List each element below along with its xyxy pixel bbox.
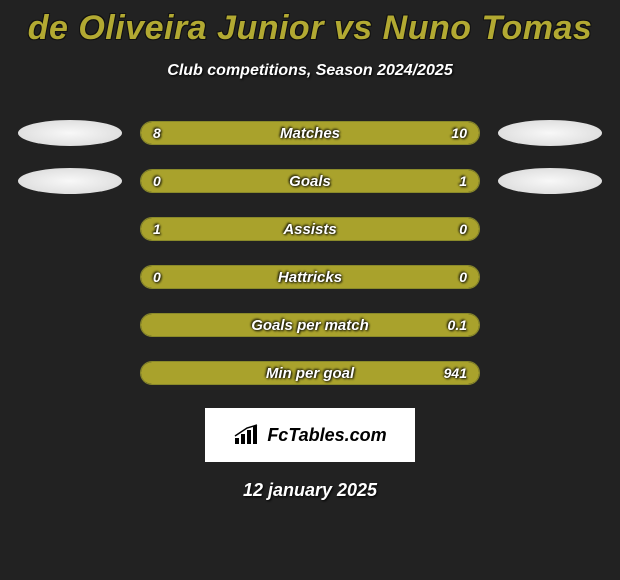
metric-label: Goals per match bbox=[179, 317, 441, 334]
metric-label: Assists bbox=[179, 221, 441, 238]
player-left-avatar-slot bbox=[10, 360, 130, 386]
left-value: 1 bbox=[153, 221, 179, 237]
left-value: 0 bbox=[153, 269, 179, 285]
bar-content: 1Assists0 bbox=[141, 218, 479, 240]
right-value: 941 bbox=[441, 365, 467, 381]
right-value: 0.1 bbox=[441, 317, 467, 333]
metric-label: Matches bbox=[179, 125, 441, 142]
player-right-avatar-slot bbox=[490, 120, 610, 146]
metric-row: 8Matches10 bbox=[0, 120, 620, 146]
metric-bar: 1Assists0 bbox=[140, 217, 480, 241]
player-right-avatar-slot bbox=[490, 360, 610, 386]
player-right-avatar-slot bbox=[490, 168, 610, 194]
date-label: 12 january 2025 bbox=[243, 480, 377, 501]
player-left-avatar-slot bbox=[10, 216, 130, 242]
metric-row: Min per goal941 bbox=[0, 360, 620, 386]
left-value: 0 bbox=[153, 173, 179, 189]
player-left-avatar-slot bbox=[10, 264, 130, 290]
page-title: de Oliveira Junior vs Nuno Tomas bbox=[28, 9, 593, 48]
player-right-avatar-slot bbox=[490, 216, 610, 242]
player-right-avatar bbox=[498, 120, 602, 146]
left-value: 8 bbox=[153, 125, 179, 141]
metric-bar: 0Hattricks0 bbox=[140, 265, 480, 289]
right-value: 0 bbox=[441, 221, 467, 237]
player-right-avatar bbox=[498, 168, 602, 194]
metrics-list: 8Matches100Goals11Assists00Hattricks0Goa… bbox=[0, 120, 620, 386]
metric-row: 1Assists0 bbox=[0, 216, 620, 242]
player-left-avatar-slot bbox=[10, 168, 130, 194]
player-left-avatar-slot bbox=[10, 120, 130, 146]
metric-bar: 8Matches10 bbox=[140, 121, 480, 145]
bar-content: 0Goals1 bbox=[141, 170, 479, 192]
metric-row: 0Hattricks0 bbox=[0, 264, 620, 290]
brand-name: FcTables.com bbox=[267, 425, 386, 446]
metric-label: Goals bbox=[179, 173, 441, 190]
right-value: 1 bbox=[441, 173, 467, 189]
metric-bar: Goals per match0.1 bbox=[140, 313, 480, 337]
metric-bar: Min per goal941 bbox=[140, 361, 480, 385]
bar-content: 0Hattricks0 bbox=[141, 266, 479, 288]
metric-bar: 0Goals1 bbox=[140, 169, 480, 193]
player-left-avatar-slot bbox=[10, 312, 130, 338]
right-value: 0 bbox=[441, 269, 467, 285]
chart-icon bbox=[233, 424, 261, 446]
brand-logo-box: FcTables.com bbox=[205, 408, 415, 462]
bar-content: Goals per match0.1 bbox=[141, 314, 479, 336]
player-left-avatar bbox=[18, 168, 122, 194]
metric-row: 0Goals1 bbox=[0, 168, 620, 194]
subtitle: Club competitions, Season 2024/2025 bbox=[167, 62, 452, 80]
right-value: 10 bbox=[441, 125, 467, 141]
bar-content: 8Matches10 bbox=[141, 122, 479, 144]
infographic-container: de Oliveira Junior vs Nuno Tomas Club co… bbox=[0, 0, 620, 501]
player-left-avatar bbox=[18, 120, 122, 146]
metric-row: Goals per match0.1 bbox=[0, 312, 620, 338]
metric-label: Hattricks bbox=[179, 269, 441, 286]
bar-content: Min per goal941 bbox=[141, 362, 479, 384]
player-right-avatar-slot bbox=[490, 264, 610, 290]
player-right-avatar-slot bbox=[490, 312, 610, 338]
metric-label: Min per goal bbox=[179, 365, 441, 382]
